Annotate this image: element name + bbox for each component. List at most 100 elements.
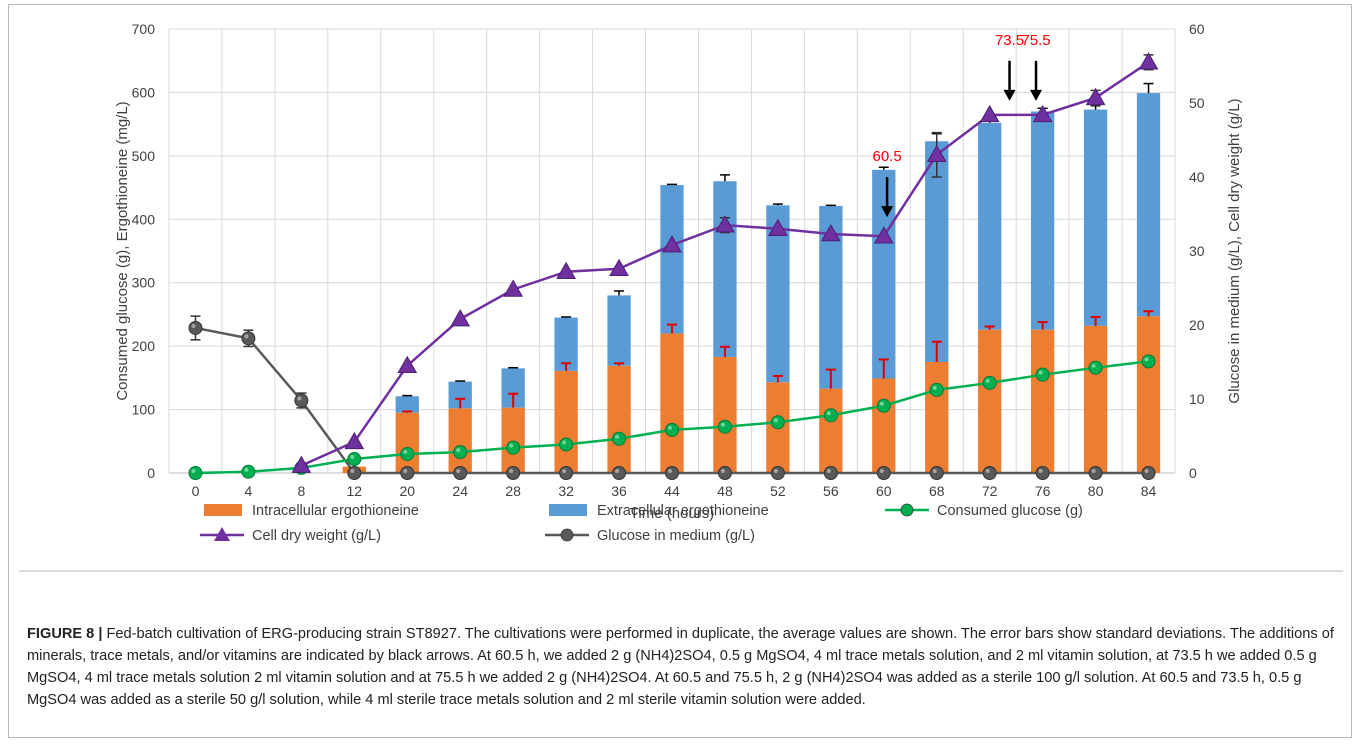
data-point-highlight	[456, 469, 461, 473]
y-right-tick-label: 0	[1189, 465, 1197, 481]
bar-extracellular	[448, 381, 472, 409]
data-point-consumed-glucose	[823, 408, 838, 423]
data-point-highlight	[562, 440, 567, 445]
caption-label: FIGURE 8 |	[27, 626, 103, 642]
data-point-cell-dry-weight	[344, 431, 365, 450]
x-tick-label: 60	[876, 483, 892, 499]
bar-intracellular	[395, 412, 419, 473]
data-point-glucose-in-medium	[1035, 466, 1050, 480]
legend-marker	[560, 528, 574, 542]
bar-extracellular	[766, 205, 790, 383]
legend-marker	[900, 503, 914, 517]
data-point-highlight	[932, 469, 937, 473]
data-point-cell-dry-weight	[503, 279, 524, 297]
bar-extracellular	[819, 205, 843, 389]
y-right-tick-label: 10	[1189, 391, 1205, 407]
data-point-highlight	[879, 401, 884, 406]
data-point-cell-dry-weight	[1085, 87, 1106, 106]
x-tick-label: 68	[929, 483, 945, 499]
data-point-cell-dry-weight	[768, 218, 788, 237]
bar-intracellular	[1030, 329, 1055, 473]
y-left-tick-label: 300	[132, 275, 156, 291]
data-point-cell-dry-weight	[556, 261, 576, 279]
data-point-glucose-in-medium	[717, 466, 732, 480]
data-point-highlight	[1144, 357, 1149, 362]
x-tick-label: 20	[399, 483, 415, 499]
bar-extracellular	[872, 169, 896, 379]
data-point-consumed-glucose	[506, 440, 521, 455]
annotation-label: 73.5	[995, 32, 1024, 49]
data-point-highlight	[1144, 469, 1149, 473]
bar-intracellular	[448, 408, 472, 473]
legend-swatch	[204, 504, 242, 516]
data-point-consumed-glucose	[347, 452, 362, 467]
data-point-consumed-glucose	[612, 431, 627, 446]
bar-intracellular	[819, 388, 843, 473]
x-tick-label: 4	[245, 483, 253, 499]
data-point-highlight	[1038, 370, 1043, 375]
data-point-glucose-in-medium	[506, 466, 521, 480]
data-point-glucose-in-medium	[347, 466, 362, 480]
data-point-highlight	[1038, 469, 1043, 473]
data-point-consumed-glucose	[770, 415, 785, 430]
data-point-highlight	[615, 469, 620, 473]
y-left-tick-label: 100	[132, 402, 156, 418]
annotation-arrow-head	[1003, 89, 1016, 101]
data-point-cell-dry-weight	[715, 215, 735, 233]
legend-swatch	[549, 504, 587, 516]
y-right-tick-label: 20	[1189, 317, 1205, 333]
data-point-cell-dry-weight	[291, 455, 312, 473]
data-point-glucose-in-medium	[929, 466, 944, 480]
bar-extracellular	[1030, 111, 1055, 330]
annotation-label: 75.5	[1021, 32, 1050, 49]
y-right-tick-label: 60	[1189, 21, 1205, 37]
data-point-highlight	[456, 448, 461, 453]
y-left-tick-label: 0	[147, 465, 155, 481]
annotation-label: 60.5	[872, 148, 901, 165]
data-point-cell-dry-weight	[662, 235, 682, 253]
data-point-consumed-glucose	[876, 398, 891, 413]
data-point-glucose-in-medium	[665, 466, 679, 480]
data-point-highlight	[720, 469, 725, 473]
x-tick-label: 0	[192, 483, 200, 499]
data-point-cell-dry-weight	[397, 355, 418, 373]
data-point-consumed-glucose	[188, 466, 203, 480]
x-tick-label: 12	[347, 483, 363, 499]
legend-label: Extracellular ergothioneine	[597, 503, 769, 519]
data-point-glucose-in-medium	[612, 466, 627, 480]
data-point-consumed-glucose	[1035, 367, 1050, 382]
data-point-highlight	[1091, 363, 1096, 368]
data-point-highlight	[244, 334, 249, 339]
bar-intracellular	[1136, 316, 1161, 473]
data-point-glucose-in-medium	[188, 320, 203, 335]
y-left-axis-title: Consumed glucose (g), Ergothioneine (mg/…	[114, 101, 131, 400]
data-point-glucose-in-medium	[400, 466, 415, 480]
x-tick-label: 76	[1035, 483, 1051, 499]
data-point-cell-dry-weight	[820, 223, 841, 242]
y-left-tick-label: 400	[132, 211, 156, 227]
x-tick-label: 32	[558, 483, 574, 499]
data-point-highlight	[191, 323, 196, 328]
data-point-cell-dry-weight	[873, 226, 894, 244]
data-point-highlight	[826, 469, 831, 473]
x-tick-label: 44	[664, 483, 680, 499]
figure-caption: FIGURE 8 | Fed-batch cultivation of ERG-…	[27, 623, 1347, 711]
data-point-highlight	[668, 425, 672, 430]
data-point-consumed-glucose	[453, 445, 468, 460]
x-tick-label: 84	[1141, 483, 1157, 499]
data-point-cell-dry-weight	[450, 309, 471, 327]
bar-intracellular	[607, 365, 631, 473]
bar-extracellular	[925, 141, 949, 362]
data-point-highlight	[1091, 469, 1096, 473]
bar-intracellular	[1083, 325, 1108, 473]
data-point-glucose-in-medium	[294, 393, 309, 408]
x-axis-title: Time (hours)	[630, 505, 714, 522]
data-point-consumed-glucose	[929, 382, 944, 397]
data-point-highlight	[403, 449, 408, 454]
data-point-glucose-in-medium	[1141, 466, 1156, 480]
data-point-glucose-in-medium	[1088, 466, 1103, 480]
bar-extracellular	[660, 185, 684, 334]
y-left-tick-label: 500	[132, 148, 156, 164]
data-point-highlight	[350, 455, 355, 460]
x-tick-label: 72	[982, 483, 998, 499]
